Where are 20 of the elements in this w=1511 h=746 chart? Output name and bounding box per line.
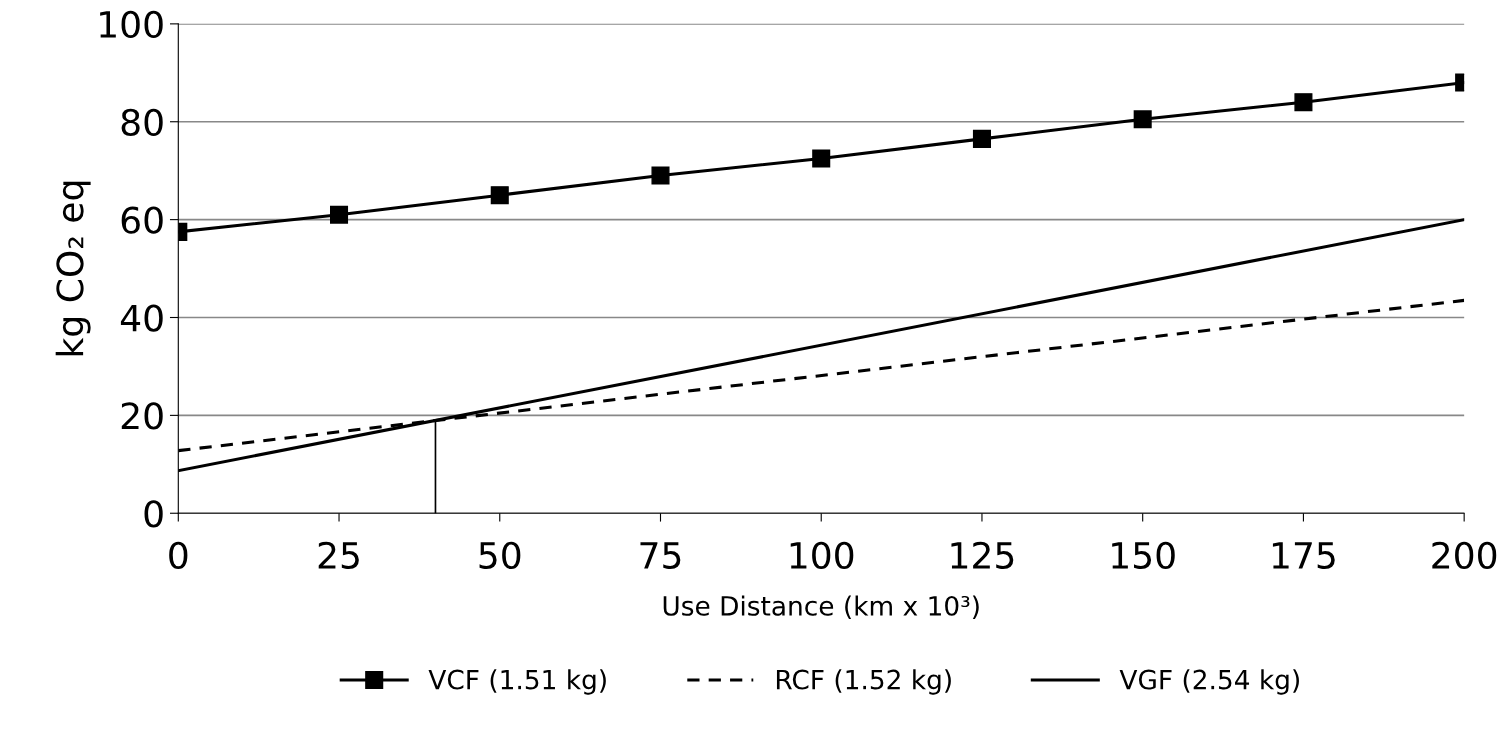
y-tick-label: 20 bbox=[121, 402, 163, 430]
x-axis-title: Use Distance (km x 10³) bbox=[663, 595, 979, 619]
y-tick-label: 0 bbox=[144, 500, 163, 528]
y-tick-label: 80 bbox=[121, 108, 163, 136]
x-tick-label: 175 bbox=[1272, 542, 1335, 569]
legend-label: RCF (1.52 kg) bbox=[776, 669, 951, 695]
x-tick-label: 100 bbox=[790, 541, 854, 569]
x-tick-label: 200 bbox=[1432, 541, 1497, 569]
x-tick-label: 50 bbox=[479, 541, 521, 569]
x-tick-label: 0 bbox=[169, 541, 188, 569]
y-tick-label: 60 bbox=[121, 206, 163, 234]
y-axis-title: kg CO₂ eq bbox=[55, 181, 91, 356]
x-tick-label: 75 bbox=[640, 542, 681, 569]
y-tick-label: 40 bbox=[120, 304, 163, 332]
y-tick-label: 100 bbox=[100, 10, 163, 39]
x-tick-label: 125 bbox=[951, 541, 1014, 569]
x-tick-label: 25 bbox=[318, 541, 359, 569]
x-tick-label: 150 bbox=[1112, 541, 1175, 569]
legend-label: VCF (1.51 kg) bbox=[428, 669, 606, 695]
legend-label: VGF (2.54 kg) bbox=[1119, 669, 1299, 695]
